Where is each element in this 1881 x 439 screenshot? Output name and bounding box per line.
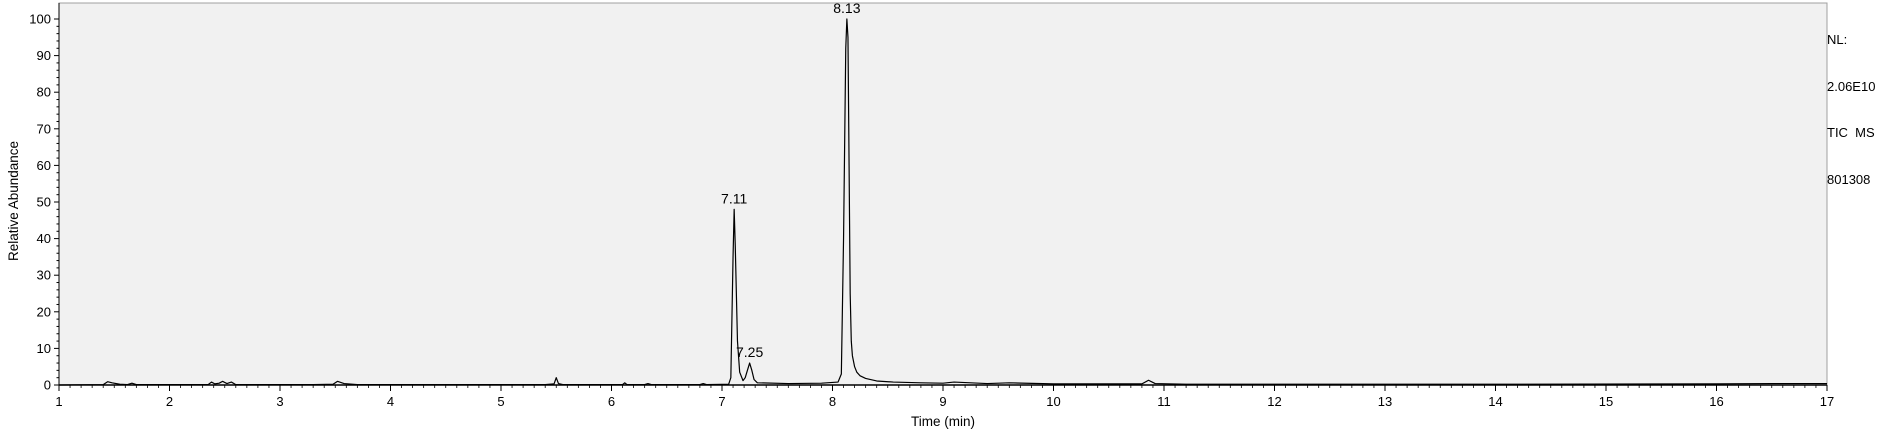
- x-axis-title: Time (min): [911, 414, 975, 429]
- x-tick-label: 17: [1820, 394, 1834, 409]
- peak-label: 8.13: [833, 0, 860, 16]
- scan-type: TIC MS: [1827, 125, 1875, 140]
- y-tick-label: 10: [37, 341, 51, 356]
- y-tick-label: 70: [37, 121, 51, 136]
- y-tick-label: 20: [37, 304, 51, 319]
- y-tick-label: 0: [44, 378, 51, 393]
- nl-label: NL:: [1827, 32, 1848, 47]
- x-tick-label: 14: [1488, 394, 1502, 409]
- peak-labels: 7.11 7.25 8.13: [721, 0, 861, 360]
- chromatogram-trace: [58, 18, 1827, 386]
- peak-label: 7.11: [721, 190, 747, 206]
- x-tick-label: 10: [1046, 394, 1060, 409]
- peak-label: 7.25: [736, 344, 763, 360]
- nl-value: 2.06E10: [1827, 78, 1876, 94]
- y-tick-label: 30: [37, 268, 51, 283]
- y-tick-label: 100: [29, 12, 51, 27]
- y-tick-label: 80: [37, 85, 51, 100]
- x-tick-label: 4: [387, 394, 394, 409]
- x-tick-label: 7: [718, 394, 725, 409]
- x-tick-label: 2: [166, 394, 173, 409]
- scan-info: NL: 2.06E10 TIC MS 801308: [1827, 1, 1875, 203]
- y-tick-label: 50: [37, 195, 51, 210]
- x-axis: 1 2 3 4 5 6 7 8 9 10 11 12 13 14 15 16 17: [55, 384, 1834, 409]
- y-tick-label: 60: [37, 158, 51, 173]
- x-tick-label: 8: [829, 394, 836, 409]
- y-tick-label: 90: [37, 48, 51, 63]
- x-tick-label: 3: [276, 394, 283, 409]
- x-tick-label: 16: [1709, 394, 1723, 409]
- x-tick-label: 11: [1157, 394, 1171, 409]
- x-tick-label: 1: [55, 394, 62, 409]
- y-axis: 0 10 20 30 40 50 60 70 80 90 100: [29, 3, 60, 393]
- file-id: 801308: [1827, 171, 1871, 187]
- x-tick-label: 5: [497, 394, 504, 409]
- x-tick-label: 12: [1267, 394, 1281, 409]
- plot-area: [58, 2, 1828, 386]
- y-tick-label: 40: [37, 231, 51, 246]
- x-tick-label: 13: [1378, 394, 1392, 409]
- y-axis-title: Relative Abundance: [6, 141, 21, 261]
- x-tick-label: 6: [608, 394, 615, 409]
- x-tick-label: 15: [1599, 394, 1613, 409]
- x-tick-label: 9: [939, 394, 946, 409]
